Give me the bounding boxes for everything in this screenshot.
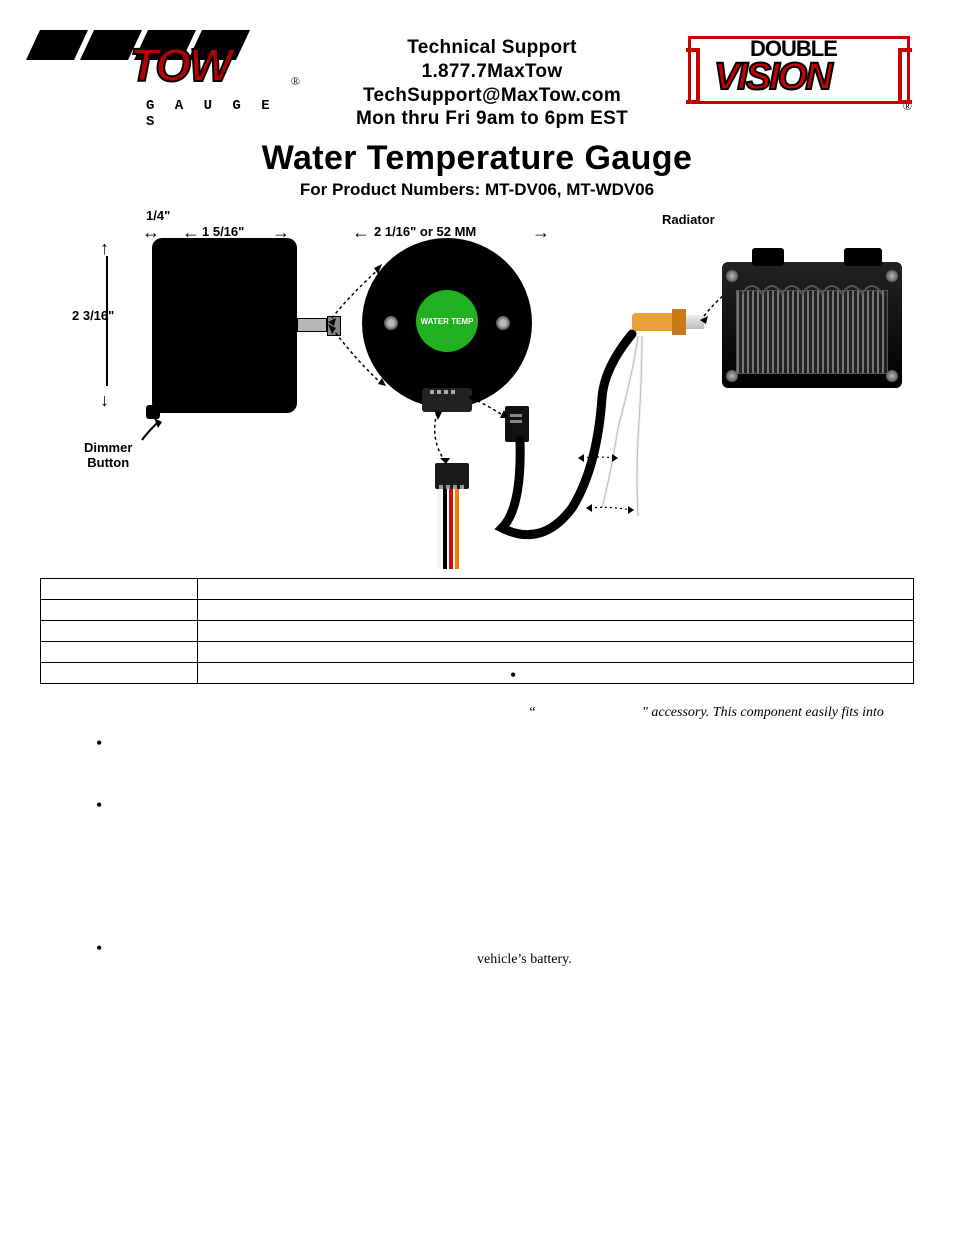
- support-line-3: TechSupport@MaxTow.com: [300, 84, 684, 108]
- instruction-columns: Pre-Installation Before installing, full…: [40, 700, 914, 1159]
- left-column: Pre-Installation Before installing, full…: [40, 700, 467, 1159]
- heading-tools: Tools Needed: [40, 788, 467, 805]
- list-item: If no threaded port is available, we rec…: [547, 797, 914, 854]
- header-support-block: Technical Support 1.877.7MaxTow TechSupp…: [300, 30, 684, 131]
- header-row: TOW ® G A U G E S Technical Support 1.87…: [40, 30, 914, 131]
- wire-connection-table: Wire Connection Red12 Volt Switched Igni…: [40, 578, 914, 684]
- page-subtitle: For Product Numbers: MT-DV06, MT-WDV06: [40, 180, 914, 200]
- heading-wiring: Power Harness Wiring: [40, 926, 467, 943]
- bullet-icon: •: [96, 733, 102, 754]
- logo-doublevision: DOUBLE VISION ®: [684, 30, 914, 120]
- support-line-4: Mon thru Fri 9am to 6pm EST: [300, 107, 684, 131]
- list-item: Route the sensor harness away from heat …: [547, 931, 914, 969]
- title-block: Water Temperature Gauge For Product Numb…: [40, 139, 914, 200]
- logo-maxtow: TOW ® G A U G E S: [40, 30, 300, 120]
- table-row: Red12 Volt Switched Ignition: [41, 600, 914, 621]
- table-header-connection: Connection: [198, 579, 914, 600]
- list-item: Connect the RED wire to a switched 12V i…: [100, 947, 467, 985]
- table-row: BlackChassis/Engine Ground: [41, 621, 914, 642]
- right-column: Sensor Installation Locate a suitable co…: [487, 700, 914, 1159]
- logo-maxtow-text: TOW: [130, 38, 230, 92]
- list-item: Socket Set: [100, 887, 467, 906]
- table-row: WhiteOptional Output (Daisy Chain): [41, 663, 914, 684]
- logo-maxtow-tag: G A U G E S: [146, 98, 300, 130]
- list-item: Wire Strippers / Crimpers: [100, 809, 467, 828]
- sensor-list: Locate a suitable coolant port on the in…: [547, 739, 914, 969]
- page-title: Water Temperature Gauge: [40, 139, 914, 178]
- wiring-diagram: 1/4" ↔ ← 1 5/16" → ← 2 1/16" or 52 MM → …: [42, 208, 912, 568]
- bullet-icon: •: [510, 665, 516, 686]
- support-line-1: Technical Support: [300, 36, 684, 60]
- radiator-icon: [722, 246, 902, 396]
- list-item: The WHITE wire is an optional pass-throu…: [100, 1101, 467, 1139]
- table-header-wire: Wire: [41, 579, 198, 600]
- battery-phrase-fragment: vehicle’s battery.: [477, 952, 572, 968]
- table-row: OrangeHeadlight Switched Source: [41, 642, 914, 663]
- adapter-italic-fragment: " accessory. This component easily fits …: [642, 705, 884, 721]
- wiring-list: Connect the RED wire to a switched 12V i…: [100, 947, 467, 1139]
- support-line-2: 1.877.7MaxTow: [300, 60, 684, 84]
- tools-list: Wire Strippers / Crimpers Drill and Dril…: [100, 809, 467, 906]
- page-root: TOW ® G A U G E S Technical Support 1.87…: [0, 0, 954, 1189]
- list-item: Locate a suitable coolant port on the in…: [547, 739, 914, 777]
- list-item: Drill and Drill Bit Set: [100, 848, 467, 867]
- list-item: Apply thread sealant to the sensor threa…: [547, 873, 914, 911]
- preinstall-body: Before installing, fully read through th…: [40, 735, 467, 770]
- list-item: Connect the ORANGE wire to the headlight…: [100, 1043, 467, 1081]
- bullet-icon: •: [96, 938, 102, 959]
- list-item: Connect the BLACK wire to a clean chassi…: [100, 1004, 467, 1023]
- open-quote-fragment: “: [528, 705, 536, 721]
- heading-preinstall: Pre-Installation: [40, 718, 467, 735]
- bullet-icon: •: [96, 795, 102, 816]
- registered-mark-icon: ®: [291, 74, 300, 89]
